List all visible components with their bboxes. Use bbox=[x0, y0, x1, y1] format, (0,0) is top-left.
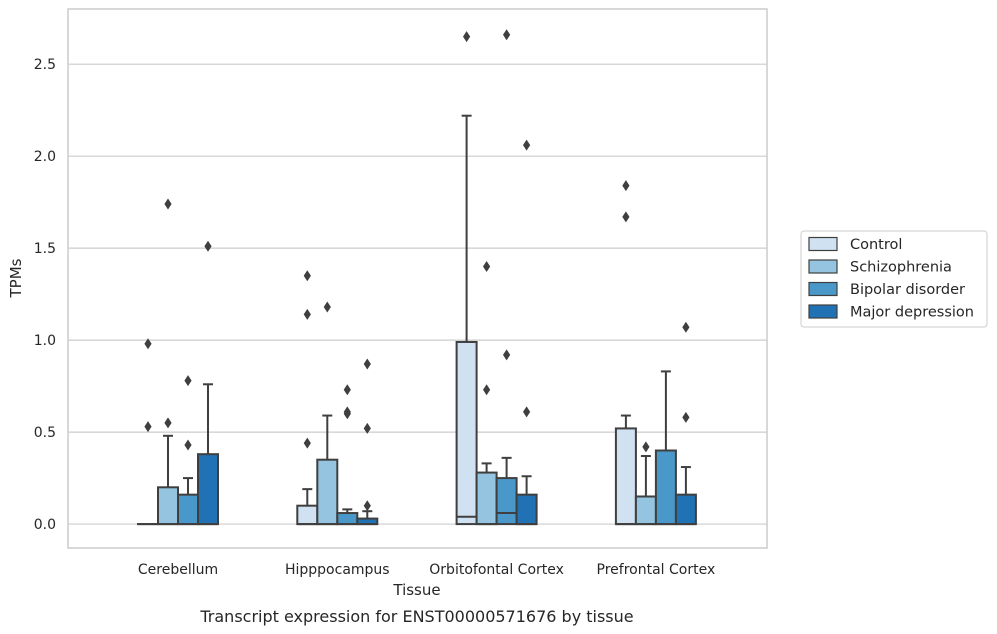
x-tick-label: Prefrontal Cortex bbox=[597, 562, 716, 578]
outlier-point bbox=[144, 421, 152, 433]
legend-label: Bipolar disorder bbox=[850, 282, 965, 298]
outlier-point bbox=[363, 422, 371, 434]
outlier-point bbox=[204, 240, 212, 252]
box bbox=[495, 456, 518, 526]
box bbox=[455, 114, 478, 526]
outlier-point bbox=[343, 406, 351, 418]
outlier-point bbox=[184, 375, 192, 387]
x-tick-label: Cerebellum bbox=[138, 562, 218, 578]
box bbox=[316, 414, 339, 526]
box bbox=[157, 434, 179, 526]
outlier-point bbox=[483, 261, 491, 273]
box bbox=[336, 508, 359, 526]
outlier-point bbox=[682, 411, 690, 423]
box bbox=[674, 466, 697, 526]
legend: Control Schizophrenia Bipolar disorder Majo… bbox=[800, 230, 988, 328]
legend-frame bbox=[800, 230, 988, 328]
outliers bbox=[144, 29, 690, 512]
outlier-point bbox=[303, 437, 311, 449]
box bbox=[296, 488, 319, 526]
box-body bbox=[654, 449, 677, 526]
legend-entries: Control Schizophrenia Bipolar disorder Majo… bbox=[808, 236, 974, 321]
y-tick-label: 0.5 bbox=[34, 425, 56, 441]
x-axis-label: Tissue bbox=[392, 581, 440, 599]
chart-caption: Transcript expression for ENST0000057167… bbox=[199, 607, 633, 626]
y-tick-labels: 0.0 0.5 1.0 1.5 2.0 2.5 bbox=[34, 57, 56, 533]
box bbox=[475, 462, 498, 526]
box-body bbox=[674, 493, 697, 526]
box-body bbox=[316, 458, 339, 526]
box bbox=[177, 477, 199, 526]
outlier-point bbox=[184, 439, 192, 451]
outlier-point bbox=[682, 321, 690, 333]
box-body bbox=[157, 486, 179, 526]
x-tick-labels: Cerebellum Hipppocampus Orbitofontal Corte… bbox=[138, 562, 715, 578]
box bbox=[614, 414, 637, 526]
outlier-point bbox=[503, 29, 511, 41]
legend-swatch bbox=[808, 259, 838, 274]
box-body bbox=[177, 493, 199, 526]
outlier-point bbox=[164, 417, 172, 429]
outlier-point bbox=[622, 211, 630, 223]
plot-area-frame bbox=[67, 8, 768, 549]
outlier-point bbox=[164, 198, 172, 210]
y-axis-label: TPMs bbox=[7, 258, 25, 298]
outlier-point bbox=[303, 270, 311, 282]
outlier-point bbox=[343, 384, 351, 396]
y-tick-label: 1.5 bbox=[34, 241, 56, 257]
x-tick-label: Hipppocampus bbox=[285, 562, 390, 578]
outlier-point bbox=[523, 406, 531, 418]
box bbox=[654, 370, 677, 526]
legend-label: Major depression bbox=[850, 305, 974, 321]
box bbox=[515, 475, 538, 526]
outlier-point bbox=[622, 180, 630, 192]
box-body bbox=[455, 340, 478, 526]
outlier-point bbox=[144, 338, 152, 350]
box-body bbox=[336, 512, 359, 526]
box-body bbox=[197, 453, 219, 526]
box bbox=[634, 455, 657, 526]
legend-swatch bbox=[808, 236, 838, 252]
y-tick-label: 0.0 bbox=[34, 517, 56, 533]
box bbox=[197, 383, 219, 526]
outlier-point bbox=[503, 349, 511, 361]
boxes bbox=[137, 114, 697, 526]
outlier-point bbox=[303, 308, 311, 320]
legend-label: Control bbox=[850, 237, 902, 253]
box-body bbox=[614, 427, 637, 526]
outlier-point bbox=[323, 301, 331, 313]
outlier-point bbox=[483, 384, 491, 396]
box-body bbox=[475, 471, 498, 526]
box-body bbox=[634, 495, 657, 526]
y-tick-label: 1.0 bbox=[34, 333, 56, 349]
outlier-point bbox=[363, 500, 371, 512]
x-tick-label: Orbitofontal Cortex bbox=[429, 562, 564, 578]
y-tick-label: 2.0 bbox=[34, 149, 56, 165]
outlier-point bbox=[363, 358, 371, 370]
box-body bbox=[495, 477, 518, 526]
y-tick-label: 2.5 bbox=[34, 57, 56, 73]
legend-label: Schizophrenia bbox=[850, 260, 952, 276]
outlier-point bbox=[523, 139, 531, 151]
box-body bbox=[515, 493, 538, 526]
box-body bbox=[296, 504, 319, 526]
box bbox=[356, 510, 379, 526]
outlier-point bbox=[642, 441, 650, 453]
legend-swatch bbox=[808, 304, 838, 319]
legend-swatch bbox=[808, 281, 838, 297]
outlier-point bbox=[463, 31, 471, 43]
